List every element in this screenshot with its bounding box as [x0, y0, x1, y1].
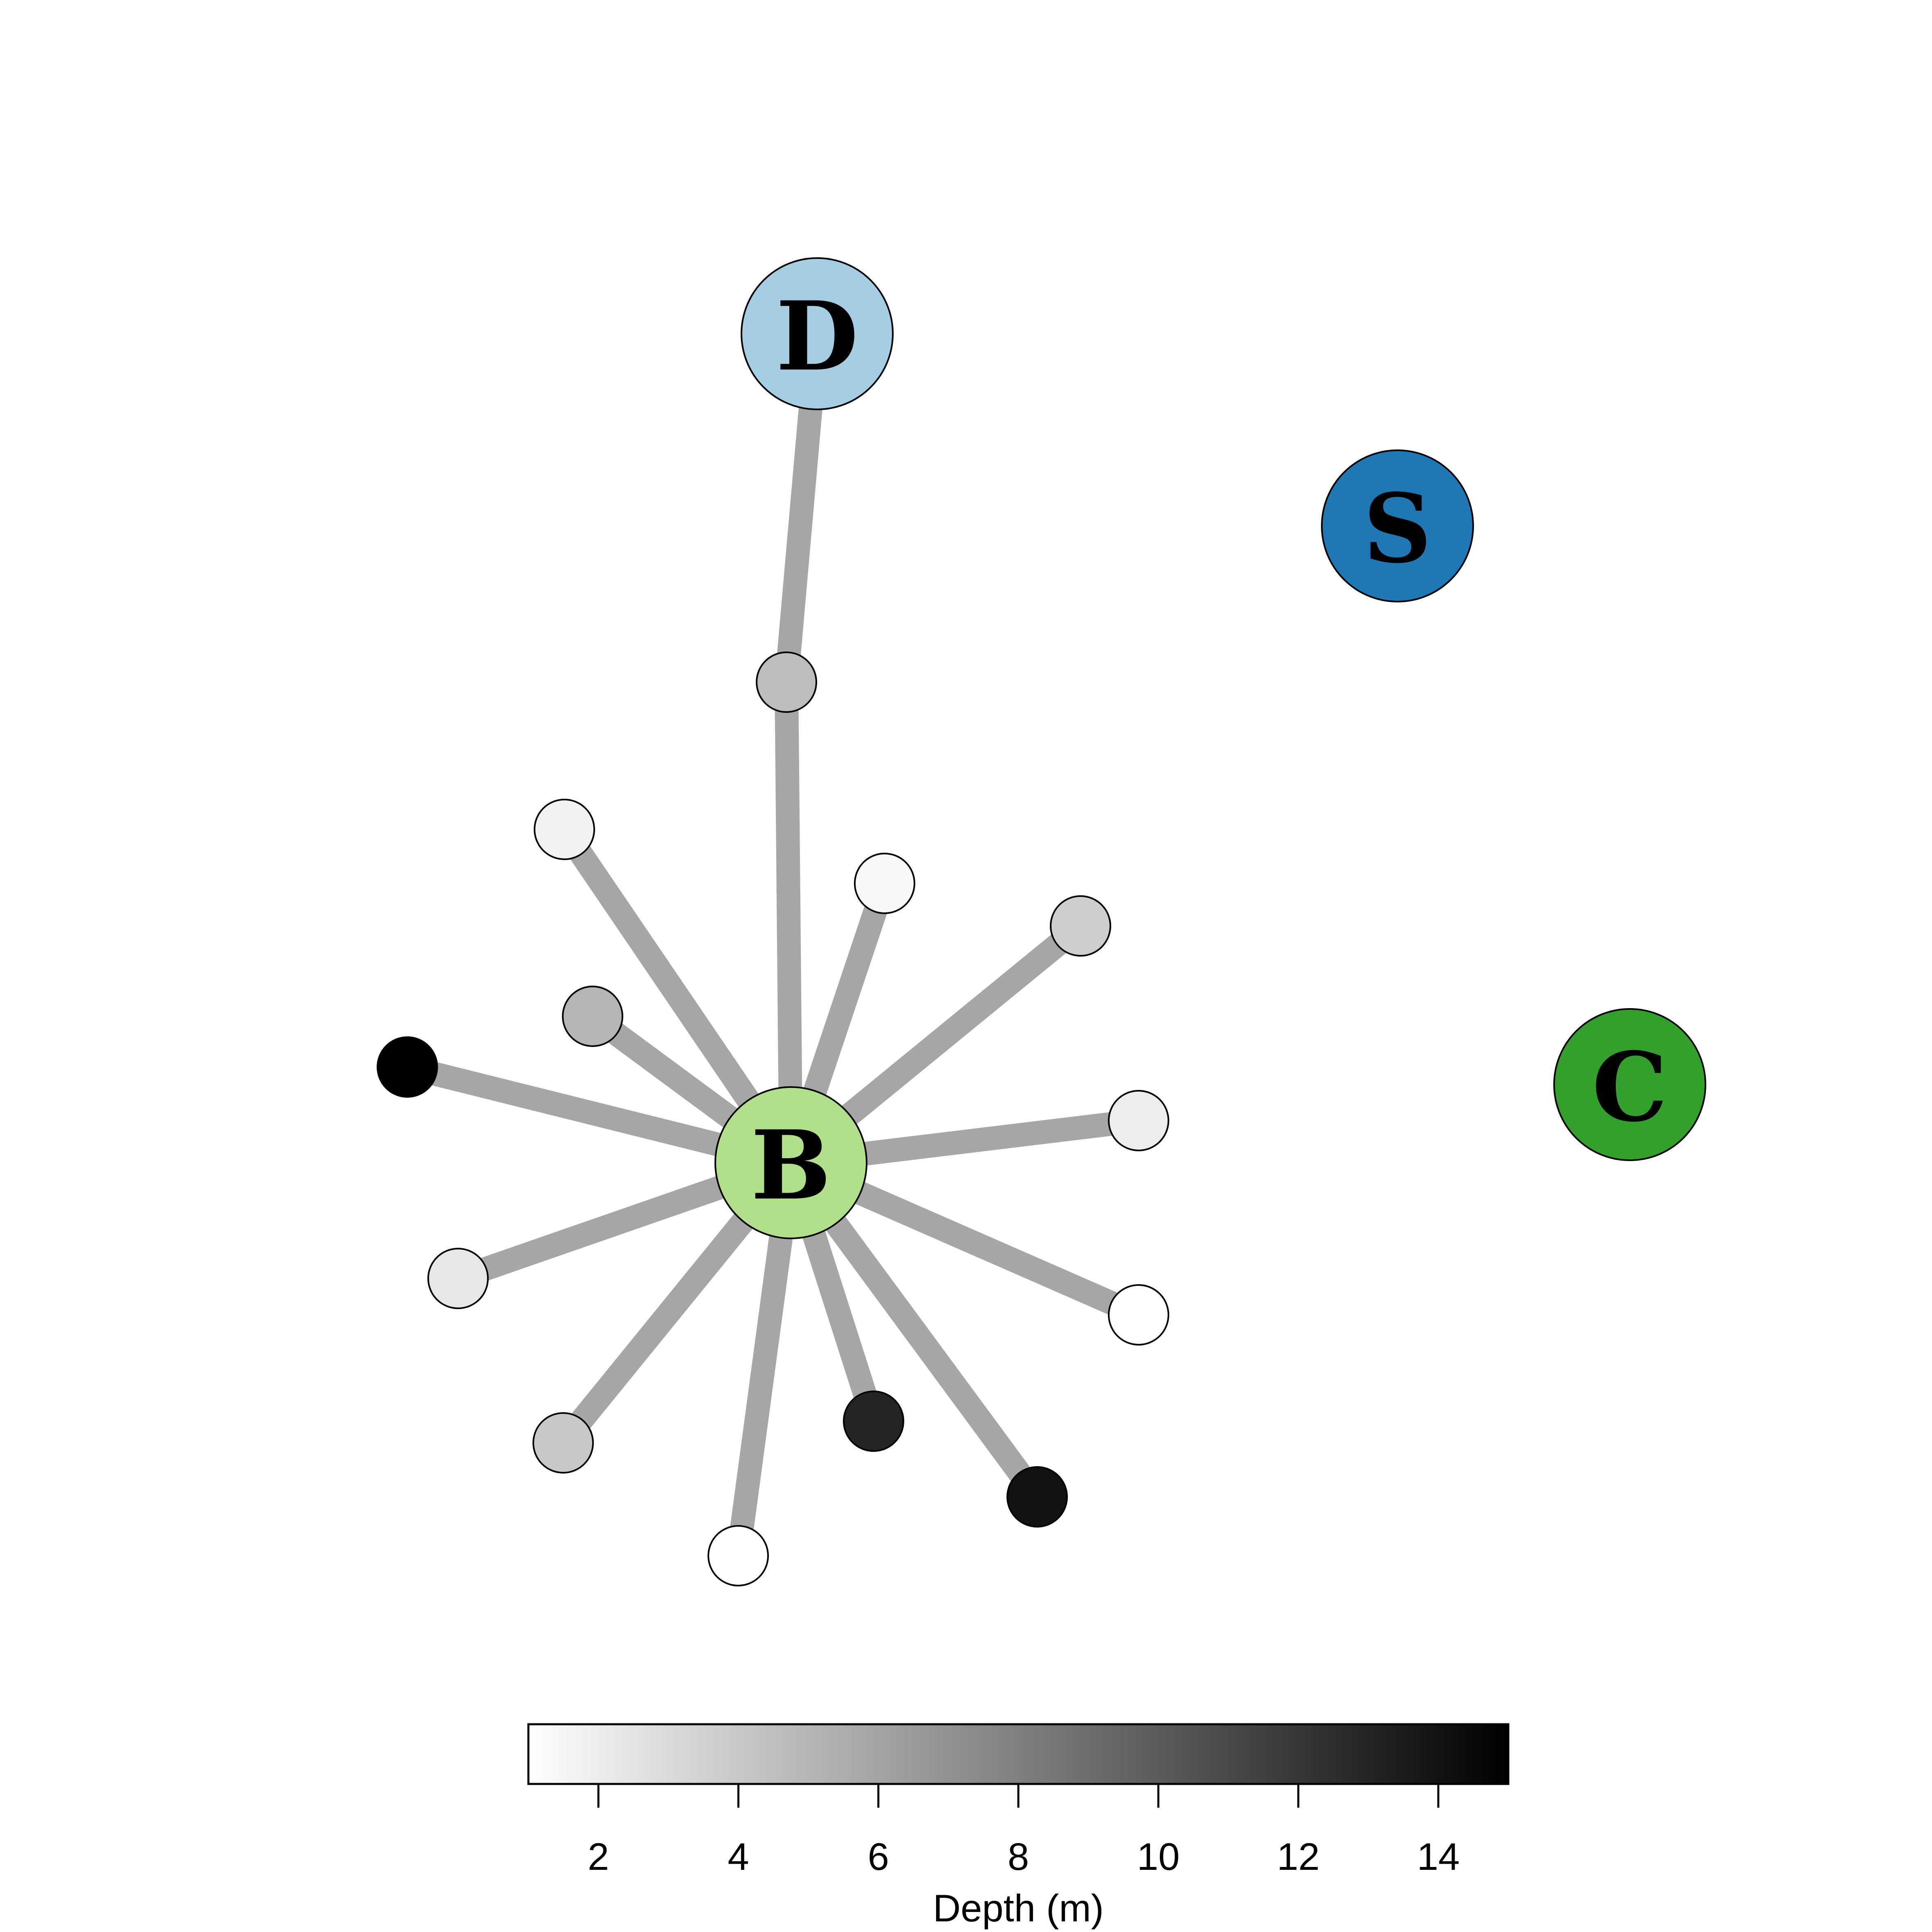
site-node-s7 [1108, 1090, 1169, 1151]
groups-layer: D S C B [714, 257, 1706, 1239]
group-node-B: B [714, 1086, 867, 1239]
group-label-D: D [776, 281, 858, 392]
site-node-s2 [534, 799, 595, 860]
sites-layer [377, 651, 1169, 1586]
edges-layer [404, 332, 1143, 1557]
group-node-S: S [1321, 449, 1474, 602]
tick-label: 2 [588, 1835, 609, 1878]
site-node-s9 [1108, 1284, 1169, 1346]
group-label-C: C [1592, 1031, 1668, 1143]
tick-label: 12 [1277, 1835, 1320, 1878]
depth-legend: 2 4 6 8 10 12 14 Depth (m) [527, 1723, 1510, 1930]
tick-label: 14 [1417, 1835, 1460, 1878]
group-circle-D [741, 257, 894, 410]
site-node-s10 [532, 1412, 594, 1474]
depth-axis-title: Depth (m) [933, 1887, 1104, 1930]
site-node-s5 [562, 986, 623, 1047]
site-node-s12 [708, 1525, 769, 1586]
tick-label: 10 [1137, 1835, 1180, 1878]
depth-colorbar [528, 1724, 1508, 1784]
site-node-s13 [1006, 1466, 1068, 1528]
site-node-s4 [1050, 895, 1111, 957]
group-circle-S [1321, 449, 1474, 602]
group-node-C: C [1553, 1008, 1706, 1161]
tick-label: 8 [1008, 1835, 1029, 1878]
site-node-s3 [854, 853, 915, 914]
site-node-s1 [756, 651, 817, 713]
group-circle-C [1553, 1008, 1706, 1161]
group-circle-B [714, 1086, 867, 1239]
site-node-s6 [377, 1036, 438, 1098]
tick-label: 4 [728, 1835, 749, 1878]
site-node-s8 [427, 1248, 489, 1309]
depth-axis-ticks: 2 4 6 8 10 12 14 [588, 1784, 1460, 1878]
tick-label: 6 [868, 1835, 889, 1878]
group-label-S: S [1363, 473, 1432, 584]
edge-s1-B [775, 682, 803, 1163]
group-label-B: B [751, 1110, 831, 1221]
site-node-s11 [843, 1391, 904, 1452]
group-node-D: D [741, 257, 894, 410]
